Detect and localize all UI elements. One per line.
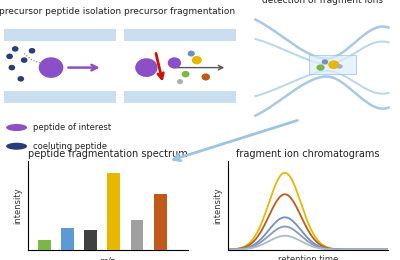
Bar <box>84 230 97 250</box>
Circle shape <box>39 57 63 78</box>
FancyBboxPatch shape <box>4 29 116 41</box>
Circle shape <box>192 56 202 64</box>
Title: peptide fragmentation spectrum: peptide fragmentation spectrum <box>28 149 188 159</box>
Circle shape <box>18 76 24 82</box>
X-axis label: $m/z$: $m/z$ <box>99 255 117 260</box>
Circle shape <box>202 73 210 81</box>
FancyBboxPatch shape <box>124 29 236 41</box>
Bar <box>131 220 143 250</box>
Bar <box>38 240 51 250</box>
Circle shape <box>322 59 328 64</box>
Text: precursor fragmentation: precursor fragmentation <box>124 7 236 16</box>
Bar <box>154 194 166 250</box>
Circle shape <box>6 54 13 59</box>
Circle shape <box>8 65 15 70</box>
Circle shape <box>182 71 190 77</box>
Circle shape <box>188 50 195 57</box>
Bar <box>108 173 120 250</box>
X-axis label: retention time: retention time <box>278 255 338 260</box>
Text: peptide of interest: peptide of interest <box>34 123 112 132</box>
Circle shape <box>337 64 343 69</box>
Circle shape <box>21 57 28 63</box>
Text: precursor peptide isolation: precursor peptide isolation <box>0 7 121 16</box>
Circle shape <box>316 64 325 71</box>
Circle shape <box>328 60 340 69</box>
Y-axis label: intensity: intensity <box>14 187 22 224</box>
Bar <box>61 228 74 250</box>
FancyBboxPatch shape <box>124 91 236 103</box>
Circle shape <box>168 57 181 69</box>
Text: detection of fragment ions: detection of fragment ions <box>262 0 382 5</box>
Title: fragment ion chromatograms: fragment ion chromatograms <box>236 149 380 159</box>
FancyBboxPatch shape <box>4 91 116 103</box>
Y-axis label: intensity: intensity <box>214 187 222 224</box>
Circle shape <box>6 143 27 150</box>
Circle shape <box>12 46 18 52</box>
Circle shape <box>177 79 183 84</box>
FancyBboxPatch shape <box>309 55 356 74</box>
Circle shape <box>29 48 35 54</box>
Circle shape <box>135 58 158 77</box>
Circle shape <box>6 124 27 131</box>
Text: coeluting peptide: coeluting peptide <box>34 142 107 151</box>
